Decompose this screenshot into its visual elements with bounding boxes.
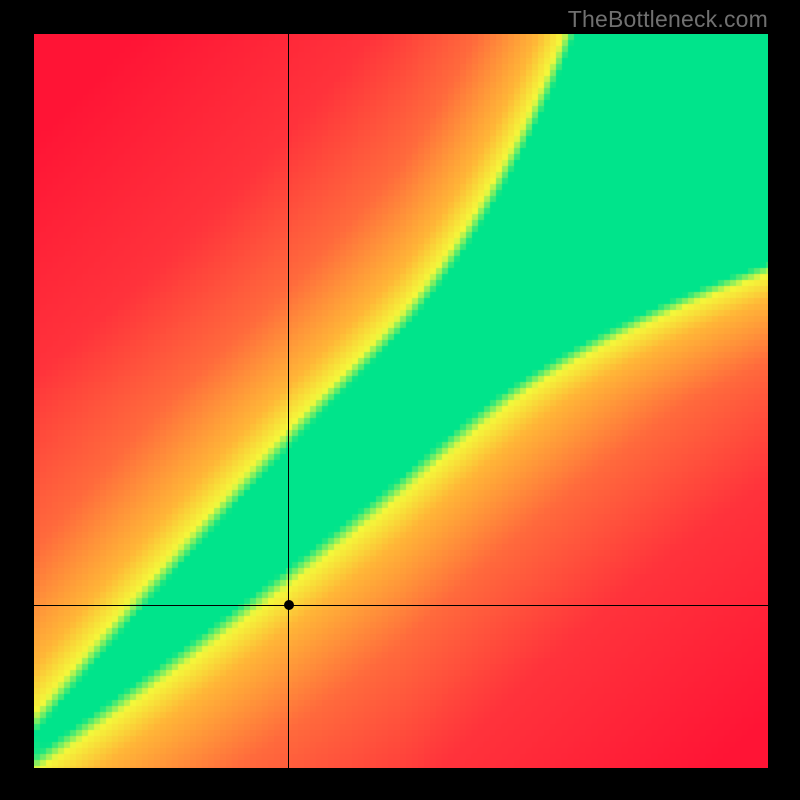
watermark-text: TheBottleneck.com [568, 6, 768, 33]
crosshair-vertical [288, 34, 289, 768]
crosshair-marker [284, 600, 294, 610]
chart-container: TheBottleneck.com [0, 0, 800, 800]
crosshair-horizontal [34, 605, 768, 606]
bottleneck-heatmap [34, 34, 768, 768]
